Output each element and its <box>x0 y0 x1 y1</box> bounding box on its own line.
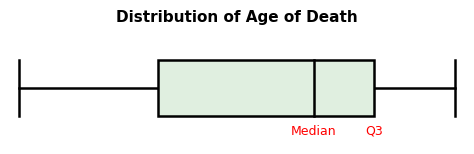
Title: Distribution of Age of Death: Distribution of Age of Death <box>116 10 358 25</box>
Text: Median: Median <box>291 125 337 138</box>
FancyBboxPatch shape <box>158 60 374 116</box>
Text: Q3: Q3 <box>365 125 383 138</box>
